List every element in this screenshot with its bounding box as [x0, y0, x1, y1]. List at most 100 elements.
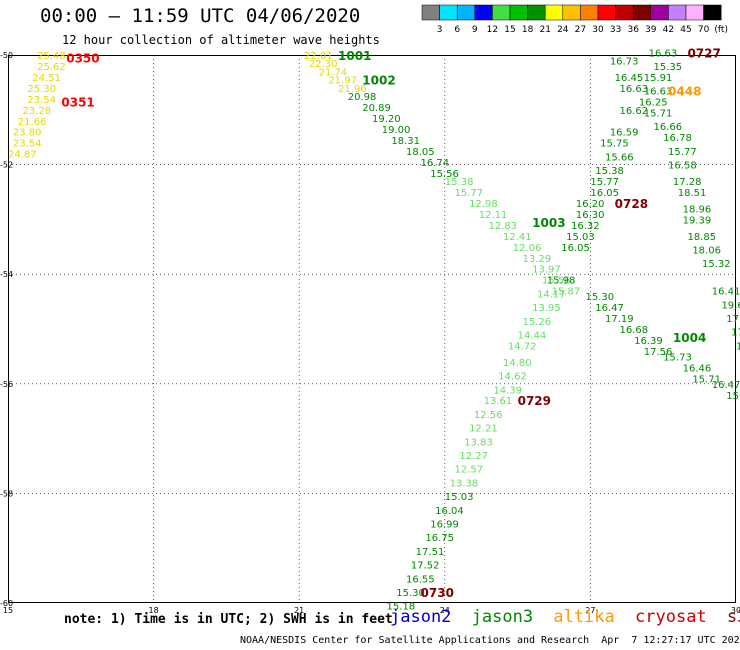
scale-tick-label: 30: [592, 25, 604, 35]
wave-height-value: 15.56: [430, 169, 459, 180]
lon-label: 24: [440, 606, 450, 615]
wave-height-value: 22.30: [309, 59, 338, 70]
wave-height-value: 15.75: [600, 139, 629, 150]
wave-height-value: 15.92: [726, 391, 740, 402]
pass-time-tag: 1003: [532, 216, 565, 230]
wave-height-value: 14.44: [518, 330, 547, 341]
page-title: 00:00 – 11:59 UTC 04/06/2020: [40, 5, 361, 27]
lat-label: -60: [0, 599, 13, 608]
wave-height-value: 13.97: [532, 265, 561, 276]
wave-height-value: 15.03: [566, 232, 595, 243]
wave-height-value: 25.62: [37, 62, 66, 73]
pass-time-tag: 1002: [362, 74, 395, 88]
scale-tick-label: 36: [627, 25, 639, 35]
scale-tick-label: 6: [454, 25, 460, 35]
wave-height-value: 17.61: [731, 328, 740, 339]
wave-height-value: 16.58: [668, 161, 697, 172]
wave-height-value: 14.17: [537, 289, 566, 300]
wave-height-value: 15.77: [668, 147, 697, 158]
wave-height-value: 17.28: [673, 177, 702, 188]
map-frame: [8, 55, 736, 603]
wave-height-value: 15.66: [605, 152, 634, 163]
wave-height-value: 15.71: [692, 374, 721, 385]
wave-height-value: 13.29: [522, 254, 551, 265]
lon-label: 30: [731, 606, 740, 615]
wave-height-value: 24.51: [32, 73, 61, 84]
wave-height-value: 12.27: [459, 451, 488, 462]
wave-height-value: 16.45: [615, 73, 644, 84]
wave-height-value: 16.46: [683, 363, 712, 374]
scale-tick-label: 12: [487, 25, 498, 35]
wave-height-value: 12.57: [455, 465, 484, 476]
wave-height-value: 12.98: [469, 199, 498, 210]
wave-height-value: 16.32: [571, 221, 600, 232]
scale-tick-label: 24: [557, 25, 569, 35]
legend-altika: altika: [553, 607, 615, 627]
wave-height-value: 18.51: [678, 188, 707, 199]
pass-time-tag: 0729: [518, 394, 551, 408]
wave-height-value: 15.71: [644, 109, 673, 120]
wave-height-value: 15.87: [552, 287, 581, 298]
pass-time-tag: 0350: [66, 52, 99, 66]
wave-height-value: 16.30: [576, 210, 605, 221]
pass-time-tag: 1001: [338, 49, 371, 63]
lon-label: 21: [294, 606, 304, 615]
lat-label: -52: [0, 161, 13, 170]
legend-s3a: s3a: [726, 607, 740, 627]
wave-height-value: 16.55: [406, 574, 435, 585]
wave-height-value: 16.47: [712, 380, 740, 391]
wave-height-value: 19.63: [721, 300, 740, 311]
wave-height-value: 22.01: [304, 51, 333, 62]
footer-credit: NOAA/NESDIS Center for Satellite Applica…: [240, 635, 740, 646]
scale-tick-label: 18: [522, 25, 534, 35]
wave-height-value: 21.96: [338, 84, 367, 95]
wave-height-value: 17.63: [726, 314, 740, 325]
wave-height-value: 19.00: [382, 125, 411, 136]
wave-height-value: 15.30: [586, 292, 615, 303]
scale-tick-label: 21: [539, 25, 550, 35]
wave-height-value: 15.77: [455, 188, 484, 199]
scale-tick-label: (ft): [714, 25, 728, 35]
wave-height-value: 23.54: [27, 95, 56, 106]
legend-jason3: jason3: [471, 607, 534, 627]
wave-height-value: 18.06: [692, 246, 721, 257]
wave-height-value: 14.80: [503, 358, 532, 369]
color-scale-bar: 3 6 9 12 15 18 21 24 27 30 33 36 39 42 45 70 (ft): [421, 4, 728, 35]
wave-height-value: 12.56: [474, 410, 503, 421]
wave-height-value: 23.28: [23, 106, 52, 117]
wave-height-value: 15.98: [547, 276, 576, 287]
wave-height-value: 20.89: [362, 103, 391, 114]
pass-time-tag: 0727: [687, 46, 720, 60]
legend-jason2: jason2: [390, 607, 452, 627]
pass-time-tag: 0351: [61, 96, 94, 110]
wave-height-value: 12.83: [488, 221, 517, 232]
wave-height-value: 16.47: [595, 303, 624, 314]
wave-height-value: 16.63: [644, 87, 673, 98]
wave-height-value: 21.66: [18, 117, 47, 128]
pass-time-tag: 0448: [668, 85, 701, 99]
wave-height-value: 13.61: [484, 396, 513, 407]
pass-time-tag: 0730: [421, 586, 454, 600]
lon-label: 15: [3, 606, 13, 615]
lat-label: -58: [0, 489, 13, 498]
wave-height-value: 13.83: [464, 437, 493, 448]
wave-height-value: 19.20: [372, 114, 401, 125]
wave-height-value: 21.97: [328, 76, 357, 87]
wave-height-value: 17.51: [416, 547, 445, 558]
wave-height-value: 16.41: [712, 287, 740, 298]
wave-height-value: 16.63: [620, 84, 649, 95]
wave-height-value: 16.78: [663, 133, 692, 144]
scale-tick-label: 9: [472, 25, 478, 35]
wave-height-value: 16.05: [590, 188, 619, 199]
wave-height-value: 15.30: [396, 588, 425, 599]
wave-height-value: 18.31: [391, 136, 420, 147]
wave-height-value: 15.73: [663, 352, 692, 363]
wave-height-value: 16.68: [620, 325, 649, 336]
lat-label: -50: [0, 51, 13, 60]
wave-height-value: 14.72: [508, 341, 537, 352]
wave-height-value: 15.32: [702, 259, 731, 270]
lon-label: 27: [585, 606, 595, 615]
wave-height-value: 23.54: [13, 139, 42, 150]
wave-height-value: 19.39: [683, 215, 712, 226]
